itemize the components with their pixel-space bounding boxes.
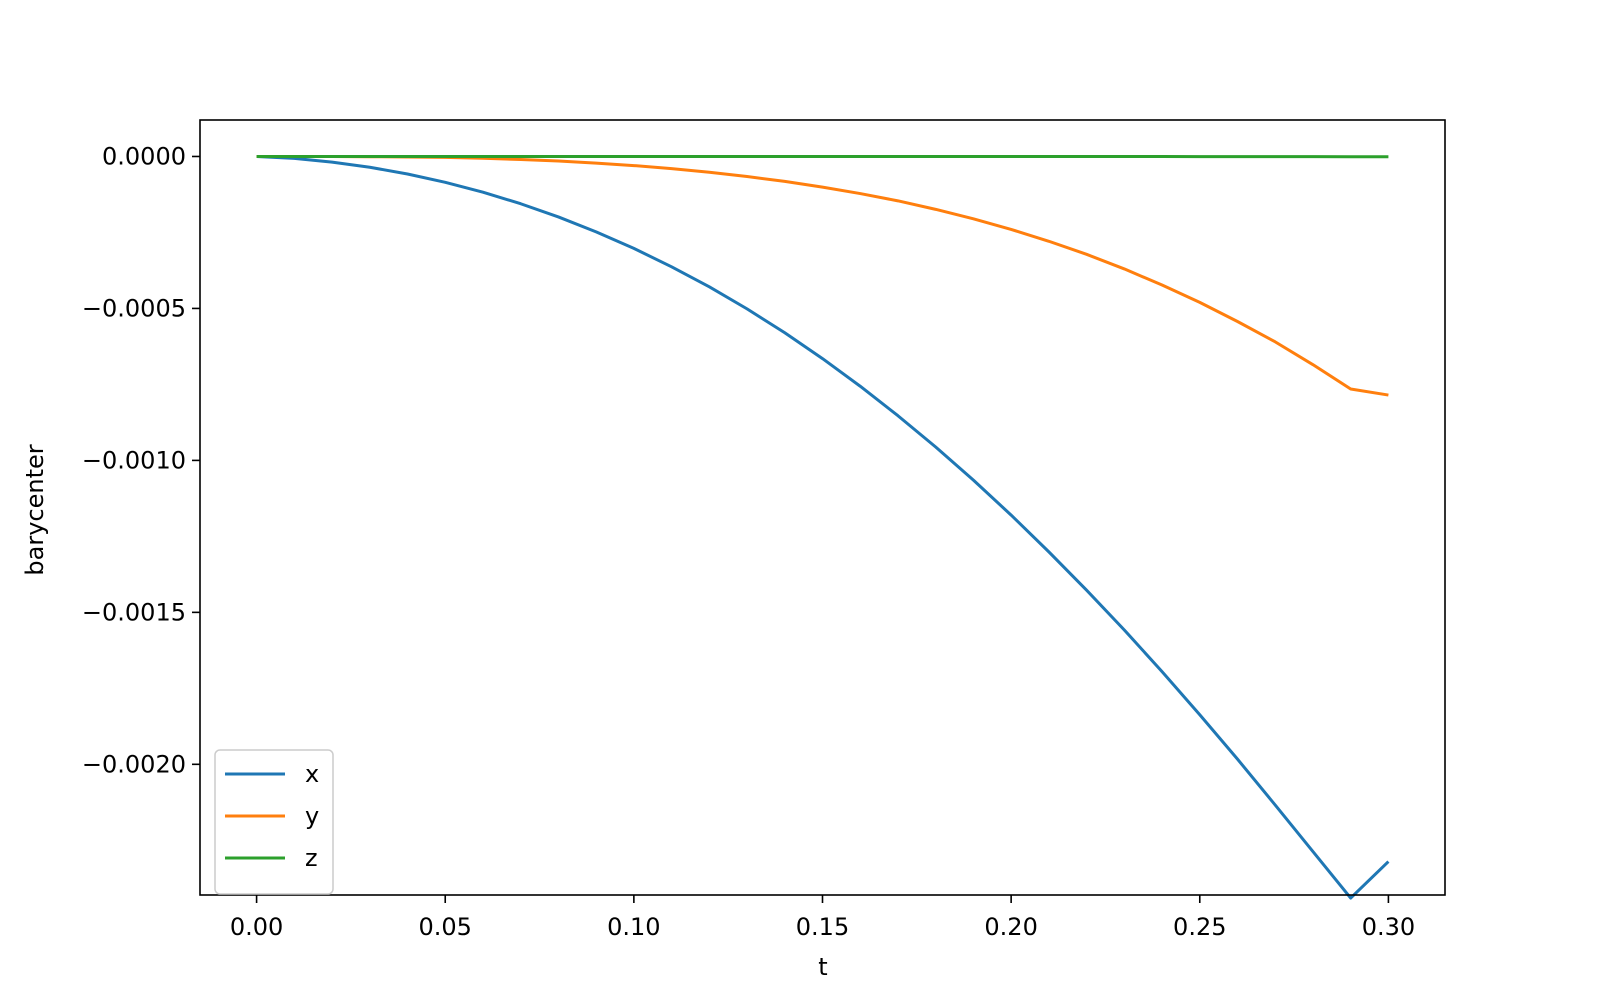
legend: xyz bbox=[214, 749, 334, 895]
y-tick-label: 0.0000 bbox=[102, 142, 186, 170]
legend-label-x: x bbox=[305, 760, 319, 788]
series-line-x bbox=[256, 154, 1390, 900]
series-layer bbox=[256, 154, 1390, 900]
x-tick-label: 0.00 bbox=[230, 913, 283, 941]
y-axis: 0.0000 −0.0005 −0.0010 −0.0015 −0.0020 bbox=[82, 142, 200, 778]
x-tick-label: 0.10 bbox=[607, 913, 660, 941]
x-axis-label: t bbox=[818, 953, 827, 981]
y-tick-label: −0.0015 bbox=[82, 598, 186, 626]
x-tick-label: 0.05 bbox=[419, 913, 472, 941]
y-tick-label: −0.0020 bbox=[82, 750, 186, 778]
x-tick-label: 0.20 bbox=[984, 913, 1037, 941]
x-tick-label: 0.15 bbox=[796, 913, 849, 941]
x-tick-label: 0.25 bbox=[1173, 913, 1226, 941]
legend-label-y: y bbox=[305, 802, 319, 830]
x-tick-label: 0.30 bbox=[1362, 913, 1415, 941]
y-tick-label: −0.0005 bbox=[82, 294, 186, 322]
y-axis-label: barycenter bbox=[21, 444, 49, 575]
legend-label-z: z bbox=[305, 844, 318, 872]
x-axis: 0.00 0.05 0.10 0.15 0.20 0.25 0.30 bbox=[230, 895, 1415, 941]
plot-frame bbox=[199, 119, 1446, 896]
y-tick-label: −0.0010 bbox=[82, 446, 186, 474]
